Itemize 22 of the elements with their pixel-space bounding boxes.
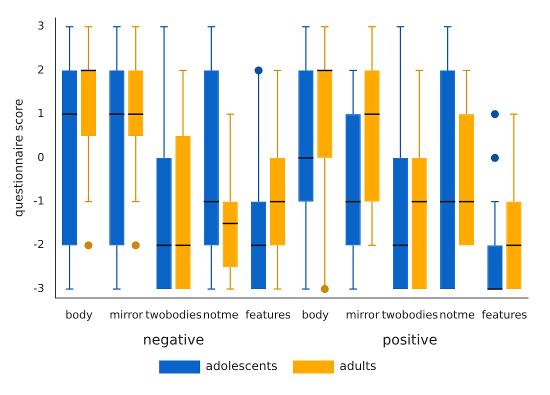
- x-tick-label: features: [482, 308, 528, 322]
- y-axis-title: questionnaire score: [11, 98, 26, 218]
- legend-label: adults: [339, 359, 376, 374]
- legend-label: adolescents: [206, 359, 278, 374]
- x-tick-label: twobodies: [382, 308, 438, 322]
- x-tick-label: body: [302, 308, 330, 322]
- text: negative: [142, 332, 204, 349]
- x-tick-label: twobodies: [145, 308, 202, 322]
- x-tick-label: body: [65, 308, 94, 322]
- text: positive: [382, 332, 438, 349]
- y-tick-label: 1: [37, 107, 44, 120]
- y-tick-label: 2: [37, 63, 44, 76]
- y-tick-label: -3: [33, 282, 44, 295]
- x-tick-label: mirror: [346, 308, 380, 322]
- y-tick-label: 0: [37, 150, 44, 164]
- x-tick-label: notme: [439, 308, 476, 322]
- y-tick-label: -2: [33, 238, 44, 252]
- x-tick-label: notme: [203, 308, 239, 322]
- y-tick-label: -1: [33, 194, 44, 208]
- x-tick-label: mirror: [109, 308, 144, 322]
- y-tick-label: 3: [37, 20, 44, 33]
- x-tick-label: features: [245, 308, 292, 322]
